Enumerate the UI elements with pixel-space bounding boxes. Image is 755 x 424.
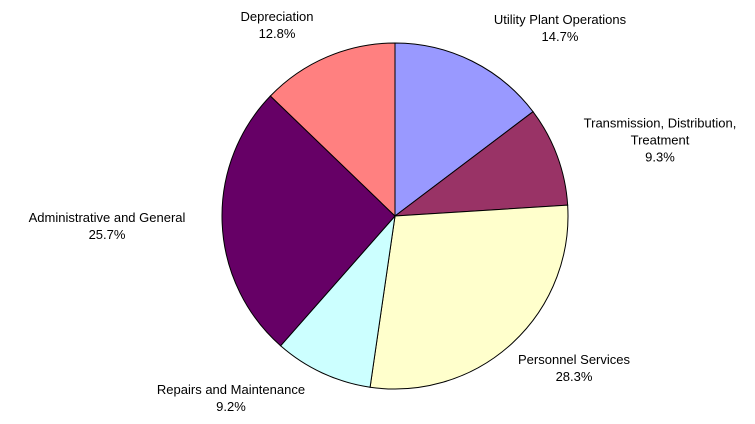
category-name: Repairs and Maintenance xyxy=(156,382,306,397)
category-name: Administrative and General xyxy=(28,210,186,225)
pie-slice xyxy=(394,42,534,218)
pie-slice xyxy=(393,110,569,217)
value-label: 28.3% xyxy=(555,369,593,384)
slice-label: Administrative and General 25.7% xyxy=(29,209,186,243)
pie-slice xyxy=(221,95,396,347)
value-label: 9.2% xyxy=(216,399,246,414)
value-label: 14.7% xyxy=(541,29,579,44)
slice-label: Personnel Services 28.3% xyxy=(518,351,630,385)
category-name: Transmission, Distribution, Treatment xyxy=(583,115,737,148)
category-name: Depreciation xyxy=(240,9,314,24)
slice-label: Transmission, Distribution, Treatment 9.3… xyxy=(565,115,755,166)
category-name: Utility Plant Operations xyxy=(493,12,627,27)
value-label: 25.7% xyxy=(88,227,126,242)
slice-label: Utility Plant Operations 14.7% xyxy=(494,11,626,45)
pie-slice xyxy=(279,214,396,388)
slice-label: Depreciation 12.8% xyxy=(241,8,314,42)
category-name: Personnel Services xyxy=(518,352,630,367)
value-label: 12.8% xyxy=(258,26,296,41)
slice-label: Repairs and Maintenance 9.2% xyxy=(157,381,305,415)
value-label: 9.3% xyxy=(645,149,675,165)
pie-slice xyxy=(269,42,396,218)
pie-slice xyxy=(369,204,569,390)
